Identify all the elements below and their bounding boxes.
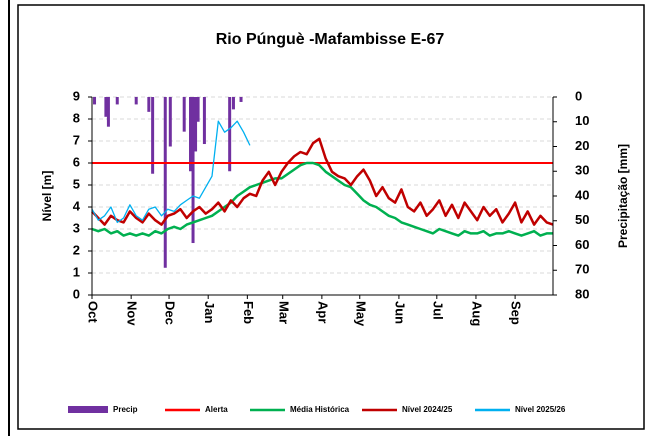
y2-tick-label: 60 [575,237,589,252]
y-tick-label: 8 [73,110,80,125]
x-tick-label: Apr [315,301,330,323]
legend-label: Alerta [205,405,228,414]
x-tick-label: Oct [86,301,101,323]
x-tick-label: May [353,301,368,327]
x-tick-label: Feb [241,301,256,324]
y-axis-label: Nível [m] [40,171,54,222]
legend-label: Nível 2025/26 [515,405,566,414]
y-tick-label: 2 [73,242,80,257]
y2-tick-label: 10 [575,113,589,128]
x-tick-label: Jul [430,301,445,320]
precip-bar [189,97,193,172]
series-line [91,137,554,226]
y2-tick-label: 20 [575,138,589,153]
x-tick-label: Jan [202,301,217,323]
y2-tick-label: 50 [575,212,589,227]
y-tick-label: 1 [73,264,80,279]
precip-bar [115,97,119,105]
x-tick-label: Jun [392,301,407,324]
precip-bar [182,97,186,132]
precip-bar [168,97,172,147]
precip-bar [151,97,155,174]
y-tick-label: 6 [73,154,80,169]
y-tick-label: 4 [73,198,81,213]
y2-tick-label: 80 [575,286,589,301]
precip-bar [134,97,138,105]
precip-bar [93,97,97,105]
precip-bar [163,97,167,268]
legend-label: Média Histórica [290,405,350,414]
precip-bar [104,97,108,117]
precip-bar [239,97,243,102]
x-tick-label: Aug [470,301,485,326]
x-tick-label: Nov [125,301,140,326]
x-tick-label: Dec [163,301,178,325]
y-tick-label: 3 [73,220,80,235]
precip-bar [147,97,151,112]
precip-bar [196,97,200,122]
chart-title: Rio Púnguè -Mafambisse E-67 [216,31,445,48]
legend-swatch [68,406,108,413]
y2-tick-label: 70 [575,262,589,277]
y2-tick-label: 40 [575,187,589,202]
precip-bar [106,97,110,127]
y2-tick-label: 30 [575,163,589,178]
legend-label: Nível 2024/25 [402,405,453,414]
y-tick-label: 7 [73,132,80,147]
precip-bar [202,97,206,145]
series-line [91,120,251,224]
y2-tick-label: 0 [575,88,582,103]
y2-axis-label: Precipitação [mm] [616,144,630,248]
precip-bar [228,97,232,172]
x-tick-label: Sep [509,301,524,325]
x-tick-label: Mar [276,301,291,324]
precip-bar [191,97,195,244]
series-line [91,161,553,237]
y-tick-label: 0 [73,286,80,301]
y-tick-label: 5 [73,176,80,191]
precip-bar [231,97,235,110]
precip-bar [194,97,198,152]
legend-label: Precip [113,405,138,414]
y-tick-label: 9 [73,88,80,103]
